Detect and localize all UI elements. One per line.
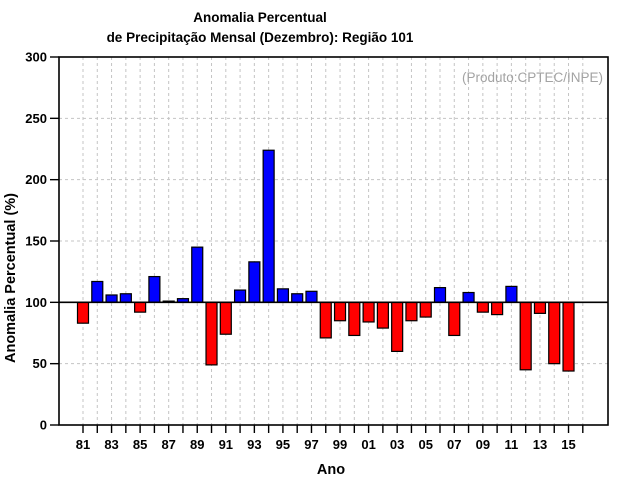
- x-tick-label-09: 09: [476, 437, 490, 452]
- bar-02: [376, 301, 389, 329]
- y-tick-label-300: 300: [25, 50, 47, 65]
- x-tick-label-93: 93: [247, 437, 261, 452]
- y-tick-label-0: 0: [40, 418, 47, 433]
- bar-94: [262, 149, 275, 303]
- bar-15: [562, 301, 575, 372]
- x-axis-title: Ano: [317, 462, 345, 478]
- bar-82: [91, 280, 104, 303]
- y-tick-label-50: 50: [33, 356, 47, 371]
- y-tick-label-100: 100: [25, 295, 47, 310]
- x-tick-label-01: 01: [361, 437, 375, 452]
- bar-93: [248, 261, 261, 303]
- bar-90: [205, 301, 218, 366]
- bar-92: [233, 289, 247, 303]
- y-tick-label-150: 150: [25, 234, 47, 249]
- axes-and-ticks: 81 83 85 87 89 91 93 95 97 99 01 03 05 07 09 11 13 150501…: [25, 50, 609, 452]
- y-axis-title: Anomalia Percentual (%): [3, 193, 19, 363]
- bar-07: [448, 301, 461, 337]
- bar-05: [419, 301, 432, 318]
- watermark-produto-cptec-inpe: (Produto:CPTEC/INPE): [462, 70, 603, 85]
- x-tick-label-95: 95: [276, 437, 290, 452]
- x-tick-label-87: 87: [161, 437, 175, 452]
- bar-09: [476, 301, 489, 313]
- x-tick-label-13: 13: [533, 437, 547, 452]
- y-tick-label-250: 250: [25, 111, 47, 126]
- x-tick-label-81: 81: [76, 437, 90, 452]
- bar-01: [362, 301, 375, 323]
- bar-03: [391, 301, 404, 353]
- x-tick-label-99: 99: [333, 437, 347, 452]
- x-tick-label-83: 83: [104, 437, 118, 452]
- chart-title-line1: Anomalia Percentual: [193, 10, 327, 25]
- bar-10: [491, 301, 504, 316]
- bar-00: [348, 301, 361, 337]
- bar-11: [505, 285, 518, 303]
- x-tick-label-97: 97: [304, 437, 318, 452]
- bar-84: [119, 293, 132, 303]
- x-tick-label-03: 03: [390, 437, 404, 452]
- bar-97: [305, 290, 318, 303]
- bar-81: [76, 301, 90, 324]
- x-tick-label-07: 07: [447, 437, 461, 452]
- gridlines: [59, 57, 608, 425]
- bar-08: [462, 291, 475, 303]
- bar-14: [548, 301, 561, 365]
- bar-95: [276, 288, 290, 303]
- chart-title-line2: de Precipitação Mensal (Dezembro): Regiã…: [107, 30, 414, 45]
- x-tick-label-85: 85: [133, 437, 147, 452]
- bar-99: [333, 301, 347, 322]
- bar-13: [533, 301, 547, 314]
- bar-85: [134, 301, 147, 313]
- x-tick-label-05: 05: [418, 437, 432, 452]
- bar-91: [219, 301, 232, 335]
- x-tick-label-91: 91: [219, 437, 233, 452]
- bar-83: [105, 294, 118, 303]
- x-tick-label-15: 15: [561, 437, 575, 452]
- x-tick-label-89: 89: [190, 437, 204, 452]
- y-tick-label-200: 200: [25, 172, 47, 187]
- bar-86: [148, 275, 161, 303]
- bar-89: [191, 246, 204, 303]
- bar-12: [519, 301, 532, 371]
- bar-98: [319, 301, 332, 339]
- x-tick-label-11: 11: [505, 437, 519, 452]
- bar-06: [433, 287, 447, 303]
- bar-96: [291, 293, 304, 303]
- bar-04: [405, 301, 418, 322]
